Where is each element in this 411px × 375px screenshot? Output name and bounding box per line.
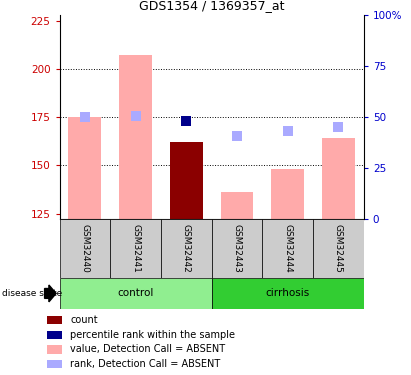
Text: value, Detection Call = ABSENT: value, Detection Call = ABSENT — [70, 345, 225, 354]
Text: percentile rank within the sample: percentile rank within the sample — [70, 330, 235, 340]
Bar — [47, 360, 62, 368]
Bar — [110, 219, 161, 278]
Bar — [60, 278, 212, 309]
Bar — [161, 219, 212, 278]
Bar — [322, 138, 355, 219]
Bar — [221, 192, 254, 219]
Point — [335, 124, 342, 130]
FancyArrow shape — [44, 285, 56, 302]
Point — [183, 118, 189, 124]
Text: GSM32443: GSM32443 — [233, 224, 242, 273]
Text: GSM32440: GSM32440 — [81, 224, 90, 273]
Bar — [313, 219, 364, 278]
Text: control: control — [118, 288, 154, 298]
Text: count: count — [70, 315, 98, 326]
Text: GSM32445: GSM32445 — [334, 224, 343, 273]
Point — [284, 128, 291, 134]
Bar — [212, 278, 364, 309]
Bar — [47, 331, 62, 339]
Point — [234, 134, 240, 140]
Point — [132, 113, 139, 119]
Bar — [170, 142, 203, 219]
Bar — [119, 56, 152, 219]
Point — [82, 114, 88, 120]
Text: disease state: disease state — [2, 289, 62, 298]
Text: rank, Detection Call = ABSENT: rank, Detection Call = ABSENT — [70, 359, 221, 369]
Bar — [47, 316, 62, 324]
Text: GSM32444: GSM32444 — [283, 224, 292, 273]
Text: cirrhosis: cirrhosis — [266, 288, 310, 298]
Bar — [69, 117, 102, 219]
Bar — [271, 169, 304, 219]
Bar — [212, 219, 262, 278]
Bar — [47, 345, 62, 354]
Bar — [60, 219, 110, 278]
Title: GDS1354 / 1369357_at: GDS1354 / 1369357_at — [139, 0, 284, 12]
Text: GSM32441: GSM32441 — [131, 224, 140, 273]
Bar — [262, 219, 313, 278]
Text: GSM32442: GSM32442 — [182, 224, 191, 273]
